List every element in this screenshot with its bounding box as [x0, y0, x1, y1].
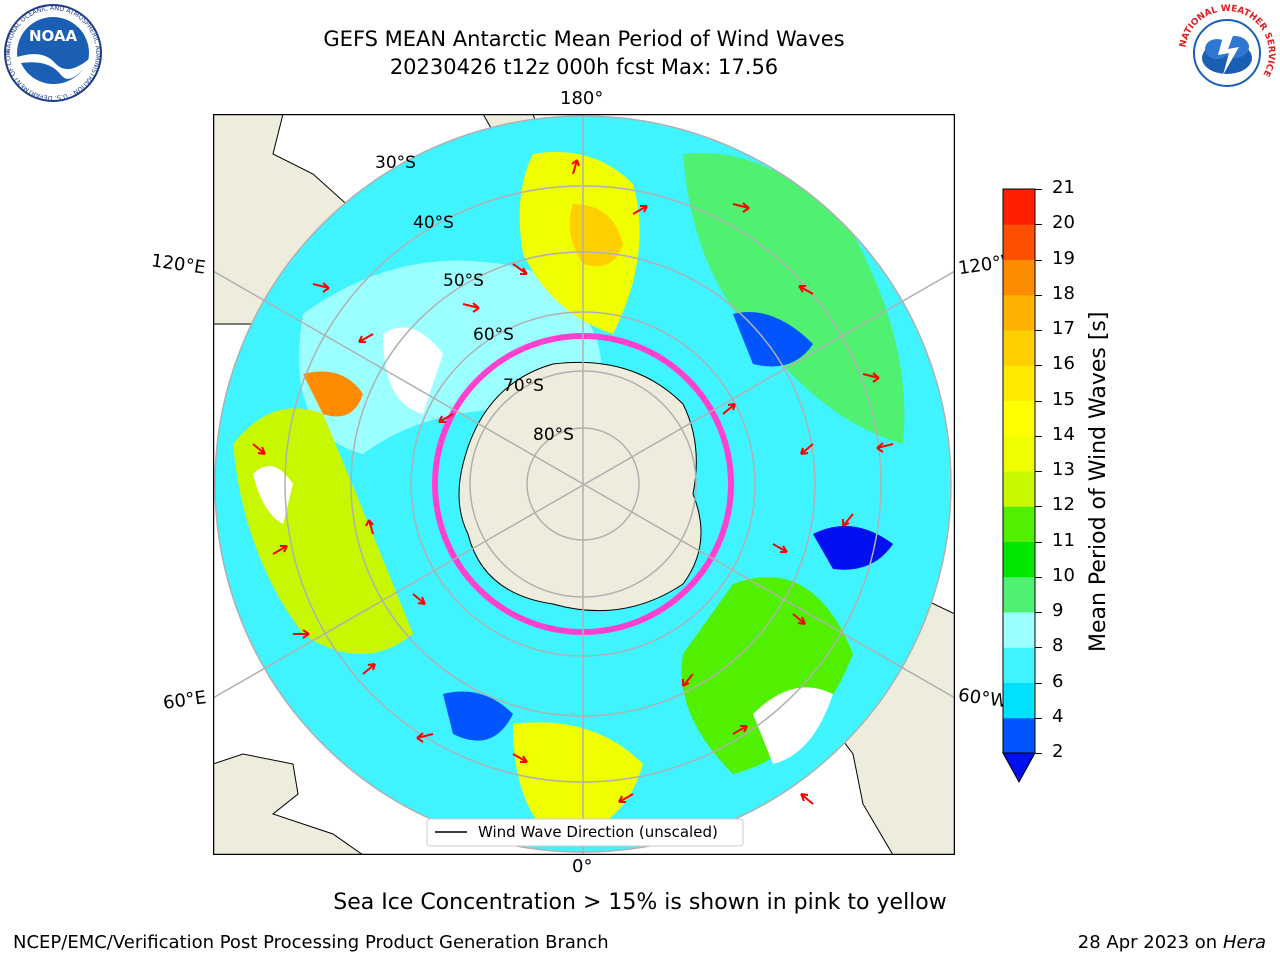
colorbar-band — [1003, 400, 1035, 437]
colorbar-band — [1003, 612, 1035, 648]
colorbar-tick-label: 21 — [1052, 177, 1075, 198]
colorbar-tick-label: 16 — [1052, 353, 1075, 375]
colorbar-tick-mark — [1035, 435, 1042, 437]
colorbar-tick-mark — [1035, 682, 1042, 684]
colorbar-band — [1003, 435, 1035, 472]
colorbar-tick-label: 18 — [1052, 282, 1075, 304]
colorbar-tick-mark — [1035, 647, 1042, 649]
colorbar-band — [1003, 576, 1035, 613]
colorbar-tick-label: 15 — [1052, 388, 1075, 410]
colorbar — [1002, 188, 1036, 784]
arrow-legend: Wind Wave Direction (unscaled) — [426, 818, 744, 847]
colorbar-band — [1003, 647, 1035, 683]
colorbar-band — [1003, 682, 1035, 719]
colorbar-tick-mark — [1035, 365, 1042, 367]
colorbar-tick-label: 10 — [1052, 564, 1075, 586]
colorbar-tick-mark — [1035, 506, 1042, 508]
colorbar-tick-label: 6 — [1052, 670, 1064, 692]
colorbar-tick-mark — [1035, 400, 1042, 402]
colorbar-tick-mark — [1035, 612, 1042, 613]
chart-subtitle: 20230426 t12z 000h fcst Max: 17.56 — [389, 55, 779, 79]
lat-label-30s: 30°S — [375, 153, 416, 173]
colorbar-tick-label: 19 — [1052, 247, 1075, 269]
colorbar-band — [1003, 506, 1035, 542]
footer-host: Hera — [1222, 932, 1266, 953]
lon-label-top: 180° — [560, 88, 604, 109]
colorbar-tick-label: 14 — [1052, 423, 1075, 445]
colorbar-band — [1003, 717, 1035, 754]
footer-date: 28 Apr 2023 on Hera — [1078, 932, 1266, 953]
lat-label-40s: 40°S — [413, 213, 454, 233]
colorbar-band — [1003, 259, 1035, 296]
colorbar-tick-mark — [1035, 471, 1042, 472]
chart-title: GEFS MEAN Antarctic Mean Period of Wind … — [323, 27, 845, 51]
noaa-logo-text: NOAA — [29, 27, 78, 45]
colorbar-tick-label: 4 — [1052, 705, 1064, 727]
graticule — [213, 114, 955, 855]
colorbar-tick-mark — [1035, 576, 1042, 578]
lon-label-bottom: 0° — [572, 856, 593, 877]
colorbar-tick-mark — [1035, 753, 1042, 754]
colorbar-tick-mark — [1035, 541, 1042, 543]
sea-ice-caption: Sea Ice Concentration > 15% is shown in … — [333, 890, 947, 915]
colorbar-title: Mean Period of Wind Waves [s] — [1086, 311, 1111, 652]
polar-map: 30°S 40°S 50°S 60°S 70°S 80°S Wind Wave … — [213, 114, 955, 855]
lon-label-120e: 120°E — [149, 250, 207, 279]
colorbar-tick-label: 2 — [1052, 741, 1064, 762]
footer-branch: NCEP/EMC/Verification Post Processing Pr… — [13, 932, 609, 953]
lon-label-60e: 60°E — [161, 687, 208, 714]
colorbar-tick-label: 13 — [1052, 459, 1075, 480]
noaa-logo: NATIONAL OCEANIC AND ATMOSPHERIC ADMINIS… — [3, 3, 102, 102]
footer-date-text: 28 Apr 2023 on — [1077, 932, 1218, 953]
colorbar-band — [1003, 365, 1035, 401]
lat-label-70s: 70°S — [503, 376, 544, 396]
colorbar-tick-mark — [1035, 259, 1042, 261]
colorbar-tick-mark — [1035, 717, 1042, 719]
colorbar-band — [1003, 471, 1035, 507]
colorbar-tick-label: 17 — [1052, 318, 1075, 339]
colorbar-band — [1003, 541, 1035, 578]
colorbar-tick-mark — [1035, 189, 1042, 190]
lat-label-50s: 50°S — [443, 271, 484, 291]
colorbar-tick-label: 20 — [1052, 212, 1075, 234]
colorbar-tick-mark — [1035, 330, 1042, 331]
colorbar-extend-triangle — [1002, 752, 1036, 784]
colorbar-band — [1003, 224, 1035, 260]
colorbar-tick-label: 12 — [1052, 494, 1075, 516]
colorbar-tick-mark — [1035, 294, 1042, 296]
colorbar-tick-label: 11 — [1052, 529, 1075, 551]
nws-logo: NATIONAL WEATHER SERVICE — [1178, 4, 1276, 101]
colorbar-band — [1003, 294, 1035, 331]
lat-label-80s: 80°S — [533, 425, 574, 445]
colorbar-tick-label: 8 — [1052, 635, 1064, 657]
colorbar-tick-label: 9 — [1052, 600, 1064, 621]
colorbar-band — [1003, 189, 1035, 225]
colorbar-band — [1003, 330, 1035, 366]
colorbar-tick-mark — [1035, 224, 1042, 226]
legend-label: Wind Wave Direction (unscaled) — [478, 823, 718, 841]
wind-wave-arrows — [252, 159, 894, 805]
lat-label-60s: 60°S — [473, 325, 514, 345]
